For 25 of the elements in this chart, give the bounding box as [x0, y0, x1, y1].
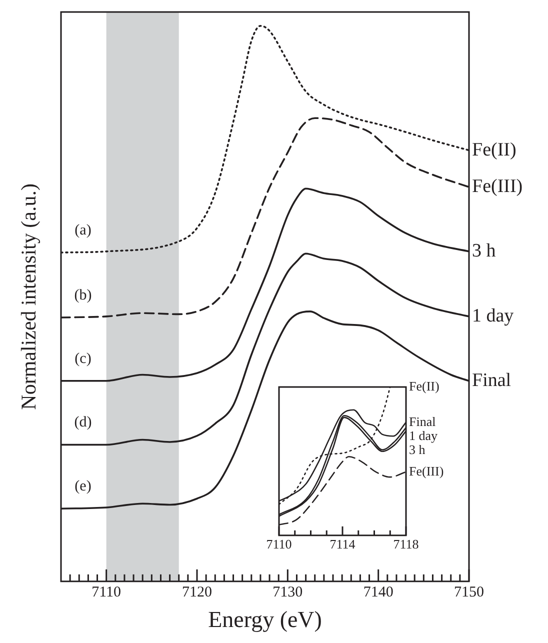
annotation: (a): [74, 222, 92, 238]
annotation: (e): [74, 478, 92, 495]
x-tick-label: 7110: [266, 536, 292, 552]
x-tick-label: 7150: [454, 584, 484, 600]
series-label: 3 h: [409, 442, 426, 457]
series-label: 1 day: [409, 428, 438, 443]
x-tick-label: 7130: [272, 584, 303, 600]
x-tick-label: 7110: [92, 584, 122, 600]
x-tick-label: 7118: [393, 536, 419, 552]
series-label: 1 day: [472, 305, 514, 326]
annotation: (b): [74, 287, 92, 304]
series-label: Fe(III): [472, 176, 523, 197]
y-axis-title: Normalized intensity (a.u.): [16, 184, 41, 410]
x-tick-label: 7120: [182, 584, 212, 600]
annotation: (d): [74, 414, 92, 431]
series-label: Fe(II): [472, 139, 516, 160]
annotation: (c): [74, 350, 92, 367]
series-label: Fe(II): [409, 378, 440, 394]
x-tick-label: 7140: [363, 584, 394, 600]
series-label: Final: [472, 370, 512, 391]
x-axis-title: Energy (eV): [208, 607, 322, 632]
series-label: Final: [409, 414, 436, 429]
series-label: Fe(III): [409, 463, 444, 478]
x-tick-label: 7114: [330, 536, 356, 552]
series-label: 3 h: [472, 240, 496, 262]
